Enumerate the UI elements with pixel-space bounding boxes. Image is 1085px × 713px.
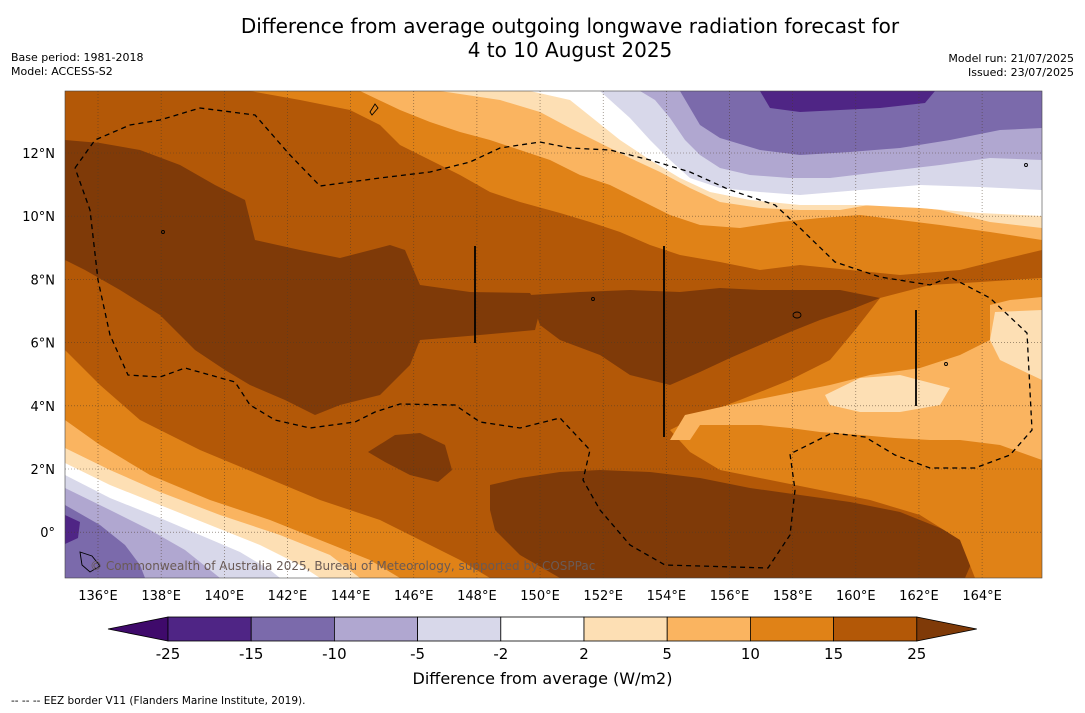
- meta-left: Base period: 1981-2018 Model: ACCESS-S2: [11, 51, 143, 79]
- meta-right: Model run: 21/07/2025 Issued: 23/07/2025: [948, 52, 1074, 80]
- y-tick-label: 8°N: [31, 273, 56, 288]
- island-2: [792, 311, 802, 319]
- colorbar-segment: [250, 616, 335, 642]
- x-tick-label: 156°E: [710, 589, 750, 604]
- island-3: [161, 230, 165, 234]
- copyright-text: © Commonwealth of Australia 2025, Bureau…: [90, 559, 595, 573]
- map-frame: [64, 90, 1043, 579]
- y-tick-label: 10°N: [22, 210, 55, 225]
- island-4: [591, 297, 595, 301]
- x-tick-label: 158°E: [773, 589, 813, 604]
- band-neg15-25: [760, 91, 935, 112]
- band-neg15-25-sw: [65, 515, 80, 544]
- colorbar-tick-label: -10: [322, 645, 347, 663]
- colorbar-segment: [750, 616, 835, 642]
- colorbar: -25 -15 -10 -5 -2 2 5 10 15 25: [107, 616, 977, 663]
- band-2-5-east-pocket: [825, 375, 950, 412]
- x-tick-label: 160°E: [836, 589, 876, 604]
- x-tick-label: 144°E: [331, 589, 371, 604]
- colorbar-tick-label: -15: [239, 645, 264, 663]
- x-tick-label: 140°E: [205, 589, 245, 604]
- title-line-1: Difference from average outgoing longwav…: [240, 14, 900, 38]
- island-1: [369, 103, 379, 116]
- colorbar-tick-label: -25: [156, 645, 181, 663]
- colorbar-segment: [666, 616, 751, 642]
- x-tick-label: 146°E: [394, 589, 434, 604]
- islands: [79, 103, 1028, 573]
- band-25-plus-central: [530, 288, 880, 385]
- eez-segments: [474, 246, 917, 437]
- x-tick-label: 148°E: [457, 589, 497, 604]
- band-neg10-15-sw: [65, 505, 145, 578]
- y-tick-label: 6°N: [31, 337, 56, 352]
- x-tick-label: 154°E: [647, 589, 687, 604]
- y-tick-label: 0°: [40, 526, 55, 541]
- colorbar-extend-low: [107, 616, 169, 642]
- base-period: Base period: 1981-2018: [11, 51, 144, 64]
- eez-border: [74, 107, 1033, 569]
- colorbar-segment: [167, 616, 252, 642]
- colorbar-tick-label: 2: [579, 645, 589, 663]
- y-axis-ticks: 12°N 10°N 8°N 6°N 4°N 2°N 0°: [22, 147, 55, 541]
- colorbar-segment: [417, 616, 502, 642]
- x-axis-ticks: 136°E 138°E 140°E 142°E 144°E 146°E 148°E 150°E…: [78, 589, 1002, 604]
- y-tick-label: 12°N: [22, 147, 55, 162]
- x-tick-label: 150°E: [520, 589, 560, 604]
- colorbar-extend-high: [916, 616, 977, 642]
- y-tick-label: 4°N: [31, 400, 56, 415]
- x-tick-label: 162°E: [899, 589, 939, 604]
- band-25-plus-small: [368, 433, 452, 482]
- band-25-plus-south: [490, 470, 975, 578]
- colorbar-label: Difference from average (W/m2): [412, 669, 673, 688]
- graticule: [65, 91, 1042, 578]
- island-group-sw: [79, 551, 101, 573]
- colorbar-tick-label: 15: [824, 645, 843, 663]
- model-name: Model: ACCESS-S2: [11, 65, 113, 78]
- issued-date: Issued: 23/07/2025: [967, 66, 1074, 79]
- colorbar-tick-label: 5: [662, 645, 672, 663]
- colorbar-tick-label: -5: [410, 645, 425, 663]
- anomaly-field: [65, 91, 1042, 578]
- x-tick-label: 142°E: [268, 589, 308, 604]
- colorbar-tick-label: -2: [493, 645, 508, 663]
- title-line-2: 4 to 10 August 2025: [467, 38, 673, 62]
- x-tick-label: 136°E: [78, 589, 118, 604]
- x-tick-label: 164°E: [962, 589, 1002, 604]
- band-2-5-east: [990, 310, 1042, 380]
- map-title: Difference from average outgoing longwav…: [0, 14, 1085, 62]
- eez-footnote: -- -- -- EEZ border V11 (Flanders Marine…: [11, 695, 306, 707]
- colorbar-segment: [583, 616, 668, 642]
- colorbar-segment: [500, 616, 585, 642]
- colorbar-tick-label: 25: [907, 645, 926, 663]
- y-tick-label: 2°N: [31, 463, 56, 478]
- colorbar-tick-label: 10: [741, 645, 760, 663]
- x-tick-label: 138°E: [141, 589, 181, 604]
- x-tick-label: 152°E: [583, 589, 623, 604]
- band-5-10-east: [670, 297, 1042, 460]
- band-25-plus-west: [65, 140, 540, 415]
- island-6: [1024, 163, 1028, 167]
- island-5: [944, 362, 948, 366]
- model-run: Model run: 21/07/2025: [948, 52, 1074, 65]
- colorbar-segment: [833, 616, 918, 642]
- colorbar-segment: [333, 616, 418, 642]
